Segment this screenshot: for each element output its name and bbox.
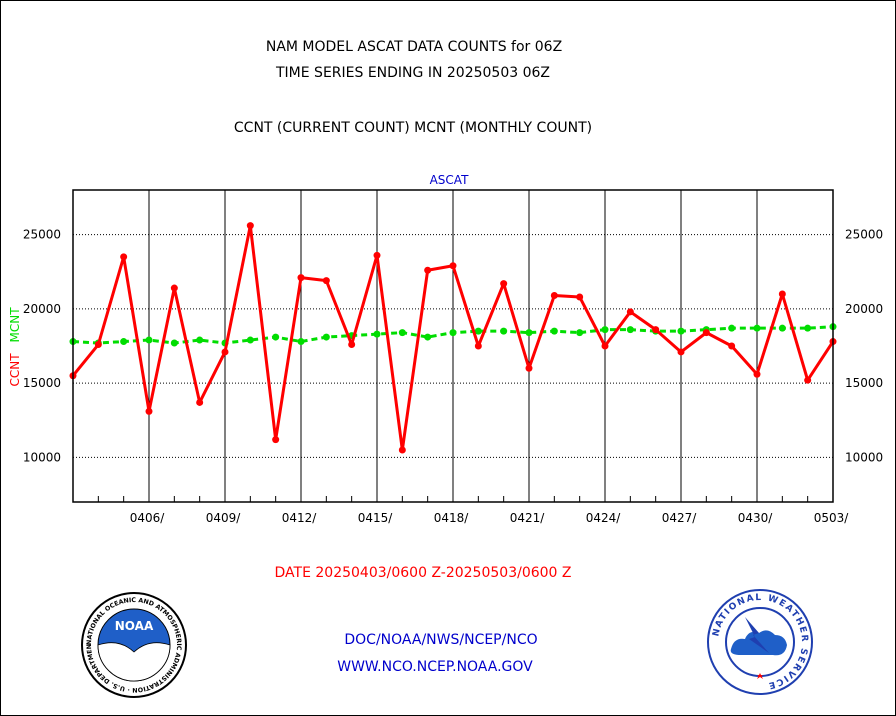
data-point-ccnt <box>373 251 381 259</box>
data-point-mcnt <box>576 329 584 337</box>
data-point-ccnt <box>677 348 685 356</box>
x-tick-label: 0424/ <box>586 511 622 525</box>
date-range-label: DATE 20250403/0600 Z-20250503/0600 Z <box>274 565 572 581</box>
data-point-ccnt <box>246 222 254 230</box>
data-point-ccnt <box>322 277 330 285</box>
data-point-mcnt <box>778 324 786 332</box>
data-point-ccnt <box>297 274 305 282</box>
y-tick-label-left: 15000 <box>23 376 61 390</box>
data-point-mcnt <box>170 339 178 347</box>
data-point-mcnt <box>322 333 330 341</box>
plot-title: ASCAT <box>430 173 469 187</box>
data-point-ccnt <box>94 341 102 349</box>
time-series-chart: ASCAT 10000 10000 15000 15000 20000 20000 2500… <box>8 173 883 525</box>
x-tick-label: 0412/ <box>282 511 318 525</box>
data-point-mcnt <box>449 329 457 337</box>
series <box>69 222 837 454</box>
data-point-mcnt <box>196 336 204 344</box>
noaa-center-text: NOAA <box>115 619 154 633</box>
chart-title-line2: TIME SERIES ENDING IN 20250503 06Z <box>276 65 550 81</box>
data-point-mcnt <box>474 327 482 335</box>
x-tick-label: 0430/ <box>738 511 774 525</box>
data-point-ccnt <box>221 348 229 356</box>
axes: 10000 10000 15000 15000 20000 20000 25000 25000… <box>23 189 883 525</box>
data-point-ccnt <box>550 291 558 299</box>
data-point-ccnt <box>702 329 710 337</box>
data-point-mcnt <box>550 327 558 335</box>
data-point-ccnt <box>449 262 457 270</box>
plot-frame <box>72 189 834 503</box>
x-tick-label: 0421/ <box>510 511 546 525</box>
data-point-mcnt <box>246 336 254 344</box>
data-point-mcnt <box>272 333 280 341</box>
y-tick-label-right: 25000 <box>845 228 883 242</box>
data-point-mcnt <box>626 326 634 334</box>
y-tick-label-right: 20000 <box>845 302 883 316</box>
data-point-ccnt <box>120 253 128 261</box>
org-path-label: DOC/NOAA/NWS/NCEP/NCO <box>344 632 538 648</box>
noaa-logo: NATIONAL OCEANIC AND ATMOSPHERIC ADMINIS… <box>79 590 187 698</box>
data-point-mcnt <box>120 338 128 346</box>
y-axis-label-mcnt: MCNT <box>8 307 22 343</box>
data-point-mcnt <box>145 336 153 344</box>
data-point-ccnt <box>424 266 432 274</box>
chart-title-line3: CCNT (CURRENT COUNT) MCNT (MONTHLY COUNT… <box>233 120 593 136</box>
data-point-ccnt <box>804 376 812 384</box>
website-link[interactable]: WWW.NCO.NCEP.NOAA.GOV <box>337 659 533 675</box>
data-point-ccnt <box>778 290 786 298</box>
data-point-mcnt <box>677 327 685 335</box>
data-point-mcnt <box>500 327 508 335</box>
data-point-ccnt <box>348 341 356 349</box>
data-point-ccnt <box>474 342 482 350</box>
data-point-ccnt <box>500 280 508 288</box>
y-tick-label-left: 25000 <box>23 228 61 242</box>
data-point-mcnt <box>398 329 406 337</box>
x-tick-label: 0406/ <box>130 511 166 525</box>
data-point-ccnt <box>652 326 660 334</box>
data-point-ccnt <box>626 308 634 316</box>
data-point-mcnt <box>753 324 761 332</box>
data-point-mcnt <box>804 324 812 332</box>
x-tick-label: 0409/ <box>206 511 242 525</box>
nws-logo: NATIONAL WEATHER SERVICE <box>707 589 813 695</box>
data-point-ccnt <box>145 407 153 415</box>
x-tick-label: 0427/ <box>662 511 698 525</box>
x-tick-label: 0415/ <box>358 511 394 525</box>
y-axis-label-ccnt: CCNT <box>8 353 22 387</box>
data-point-mcnt <box>525 329 533 337</box>
y-tick-label-left: 10000 <box>23 450 61 464</box>
y-tick-label-right: 15000 <box>845 376 883 390</box>
data-point-mcnt <box>424 333 432 341</box>
data-point-mcnt <box>373 330 381 338</box>
y-tick-label-left: 20000 <box>23 302 61 316</box>
data-point-mcnt <box>728 324 736 332</box>
data-point-ccnt <box>576 293 584 301</box>
data-point-ccnt <box>728 342 736 350</box>
data-point-ccnt <box>170 284 178 292</box>
data-point-ccnt <box>753 370 761 378</box>
x-tick-label: 0503/ <box>814 511 850 525</box>
y-tick-label-right: 10000 <box>845 450 883 464</box>
data-point-ccnt <box>525 364 533 372</box>
x-tick-label: 0418/ <box>434 511 470 525</box>
data-point-ccnt <box>196 398 204 406</box>
grid <box>73 190 834 502</box>
data-point-ccnt <box>398 446 406 454</box>
data-point-mcnt <box>297 338 305 346</box>
data-point-ccnt <box>272 436 280 444</box>
data-point-mcnt <box>601 326 609 334</box>
chart-title-line1: NAM MODEL ASCAT DATA COUNTS for 06Z <box>265 39 563 55</box>
data-point-ccnt <box>601 342 609 350</box>
